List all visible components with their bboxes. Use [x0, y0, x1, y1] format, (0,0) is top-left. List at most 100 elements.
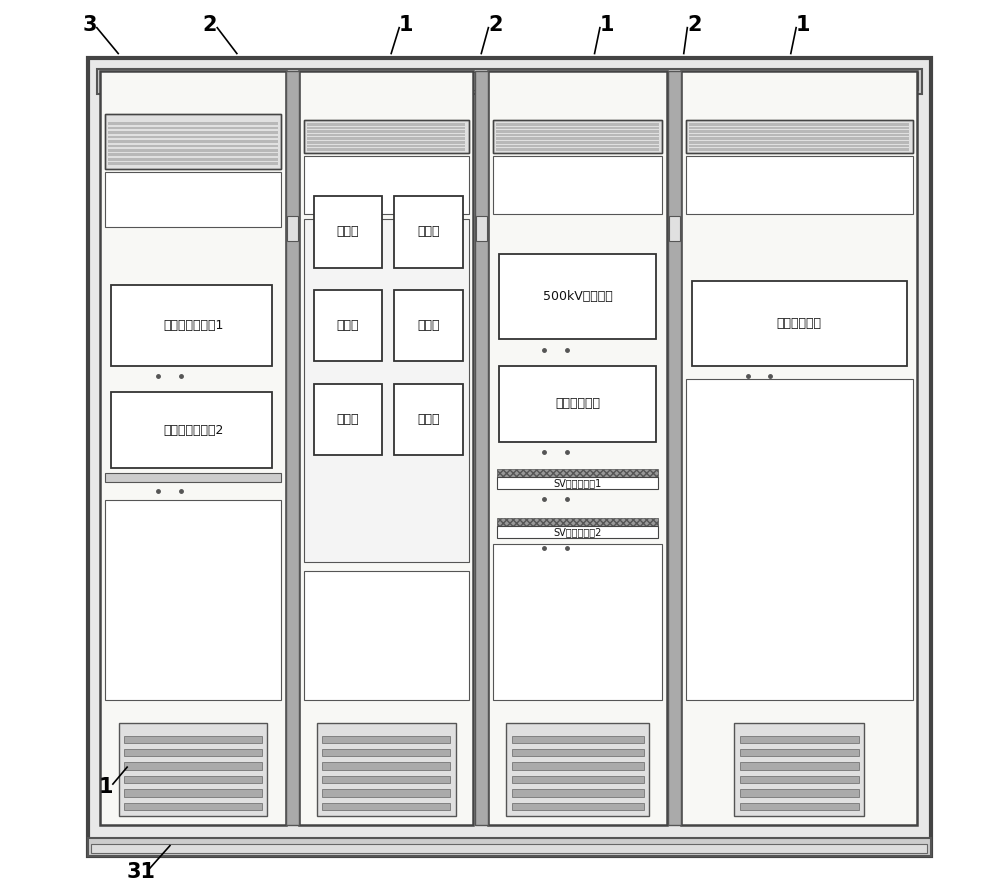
Bar	[105, 114, 281, 169]
Bar	[689, 145, 909, 147]
Bar	[512, 776, 644, 783]
Bar	[394, 290, 463, 361]
Bar	[496, 130, 659, 133]
Bar	[692, 281, 907, 366]
Bar	[124, 776, 262, 783]
Bar	[108, 153, 278, 156]
Text: 电度表: 电度表	[337, 413, 359, 425]
Bar	[105, 500, 281, 700]
Bar	[512, 789, 644, 797]
Bar	[314, 290, 382, 361]
Bar	[681, 71, 917, 825]
Text: 2: 2	[488, 15, 503, 35]
Bar	[689, 137, 909, 140]
Bar	[307, 123, 465, 126]
Bar	[317, 723, 456, 816]
Bar	[734, 723, 864, 816]
Bar	[689, 123, 909, 126]
Text: 1: 1	[98, 777, 113, 797]
Bar	[689, 130, 909, 133]
Bar	[496, 123, 659, 126]
Bar	[124, 736, 262, 743]
Text: 1: 1	[600, 15, 614, 35]
Bar	[105, 172, 281, 227]
Bar	[108, 145, 278, 147]
Bar	[314, 196, 382, 268]
Text: 2: 2	[687, 15, 702, 35]
Bar	[497, 518, 658, 526]
Bar	[91, 844, 927, 853]
Bar	[124, 789, 262, 797]
Bar	[322, 763, 450, 770]
Bar	[287, 216, 298, 241]
Bar	[124, 763, 262, 770]
Bar	[322, 776, 450, 783]
Bar	[307, 134, 465, 136]
Bar	[475, 71, 488, 825]
Bar	[689, 127, 909, 129]
Bar	[304, 156, 469, 214]
Bar	[496, 145, 659, 147]
Bar	[304, 120, 469, 153]
Bar	[668, 71, 681, 825]
Bar	[314, 384, 382, 455]
Bar	[496, 137, 659, 140]
Bar	[108, 162, 278, 165]
Bar	[493, 120, 662, 153]
Bar	[686, 379, 913, 700]
Bar	[512, 763, 644, 770]
Bar	[496, 134, 659, 136]
Text: 电度表: 电度表	[417, 226, 439, 238]
Bar	[119, 723, 267, 816]
Bar	[686, 120, 913, 153]
Bar	[304, 120, 469, 153]
Bar	[108, 158, 278, 161]
Bar	[512, 749, 644, 756]
Bar	[689, 134, 909, 136]
Text: 1: 1	[399, 15, 414, 35]
Bar	[499, 254, 656, 339]
Bar	[108, 127, 278, 129]
Bar	[497, 469, 658, 477]
Bar	[497, 526, 658, 538]
Bar	[496, 141, 659, 144]
Bar	[740, 736, 859, 743]
Bar	[506, 723, 649, 816]
Bar	[394, 196, 463, 268]
Text: SV采集交换机1: SV采集交换机1	[553, 478, 602, 489]
Bar	[108, 122, 278, 125]
Bar	[686, 120, 913, 153]
Bar	[740, 763, 859, 770]
Bar	[307, 127, 465, 129]
Bar	[322, 803, 450, 810]
Bar	[97, 69, 922, 94]
Bar	[88, 838, 931, 856]
Text: 母线及公共测控1: 母线及公共测控1	[163, 319, 223, 332]
Bar	[299, 71, 473, 825]
Bar	[689, 148, 909, 151]
Bar	[512, 736, 644, 743]
Text: 31: 31	[127, 863, 156, 882]
Bar	[108, 136, 278, 138]
Bar	[111, 285, 272, 366]
Bar	[740, 803, 859, 810]
Bar	[394, 384, 463, 455]
Bar	[740, 749, 859, 756]
Bar	[322, 749, 450, 756]
Bar	[307, 145, 465, 147]
Bar	[124, 803, 262, 810]
Bar	[493, 544, 662, 700]
Text: 1: 1	[796, 15, 811, 35]
Text: 电度表: 电度表	[337, 319, 359, 332]
Bar	[108, 131, 278, 134]
Text: 500kV采集装置: 500kV采集装置	[543, 290, 612, 303]
Bar	[512, 803, 644, 810]
Bar	[307, 130, 465, 133]
Bar	[476, 216, 487, 241]
Text: 电度表: 电度表	[337, 226, 359, 238]
Text: SV采集交换机2: SV采集交换机2	[553, 527, 602, 538]
Bar	[88, 58, 931, 856]
Bar	[493, 120, 662, 153]
Text: 电度表: 电度表	[417, 413, 439, 425]
Bar	[307, 137, 465, 140]
